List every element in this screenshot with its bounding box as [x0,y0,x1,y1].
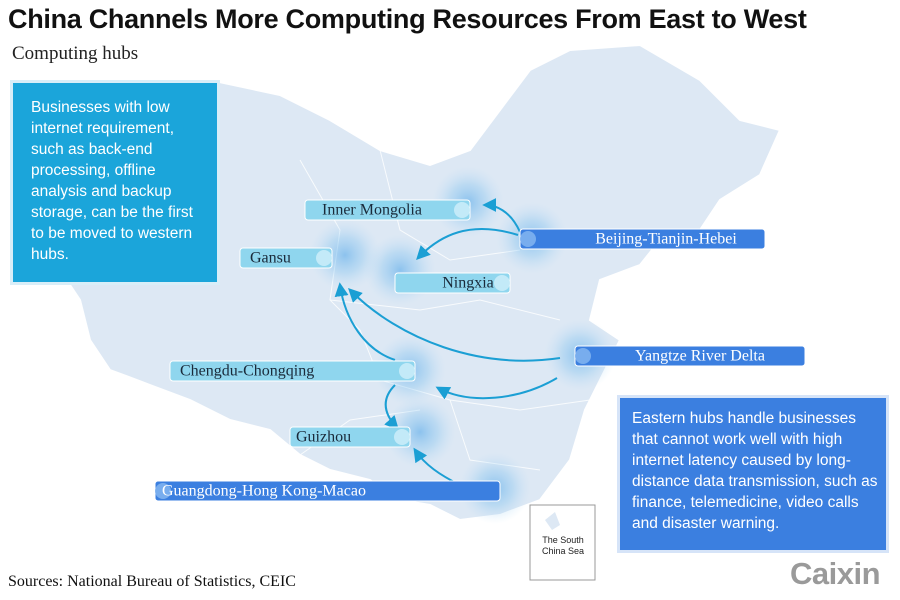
hub: Ningxia [394,272,511,294]
hub-label: Gansu [250,250,291,267]
arrow [334,282,396,361]
inset-label: The South China Sea [541,535,585,556]
hub-labels: Inner Mongolia Beijing-Tianjin-Hebei Gansu… [154,199,806,502]
hub-glow [384,396,456,468]
arrow [482,198,521,233]
inset-label-box: The South China Sea [541,535,585,556]
inset-land [545,512,560,530]
hub-label: Guizhou [296,429,351,446]
arrow [435,377,558,400]
hub-dot [394,429,410,445]
arrows [334,198,561,486]
hub-dot [399,363,415,379]
arrow [384,384,399,431]
hub-label: Guangdong-Hong Kong-Macao [162,483,366,500]
hub-glow [309,219,381,291]
hub-dot [316,250,332,266]
hub-dot [494,275,510,291]
hub-label: Beijing-Tianjin-Hebei [595,231,737,248]
inset-box: The South China Sea [529,504,596,581]
arrow [416,227,519,261]
hub: Inner Mongolia [304,199,471,221]
note-east: Eastern hubs handle businesses that cann… [617,395,889,553]
arrow [348,288,561,362]
note-west: Businesses with low internet requirement… [10,80,220,285]
title: China Channels More Computing Resources … [8,4,807,34]
hub-glow [364,234,436,306]
hub: Gansu [239,247,333,269]
hub: Chengdu-Chongqing [169,360,416,382]
logo: Caixin [790,556,881,591]
hub-label: Inner Mongolia [322,202,422,219]
hub-label: Chengdu-Chongqing [180,363,314,380]
hub: Yangtze River Delta [574,345,806,367]
hub-dot [575,348,591,364]
hub: Beijing-Tianjin-Hebei [519,228,766,250]
hub-dot [155,483,171,499]
source: Sources: National Bureau of Statistics, … [8,573,296,590]
hub-label: Ningxia [442,275,494,292]
hub: Guizhou [289,426,411,448]
hub-dot [454,202,470,218]
hub: Guangdong-Hong Kong-Macao [154,480,501,502]
hub-dot [520,231,536,247]
hub-label: Yangtze River Delta [635,348,765,365]
subtitle: Computing hubs [12,43,139,64]
inset-frame [529,504,596,581]
